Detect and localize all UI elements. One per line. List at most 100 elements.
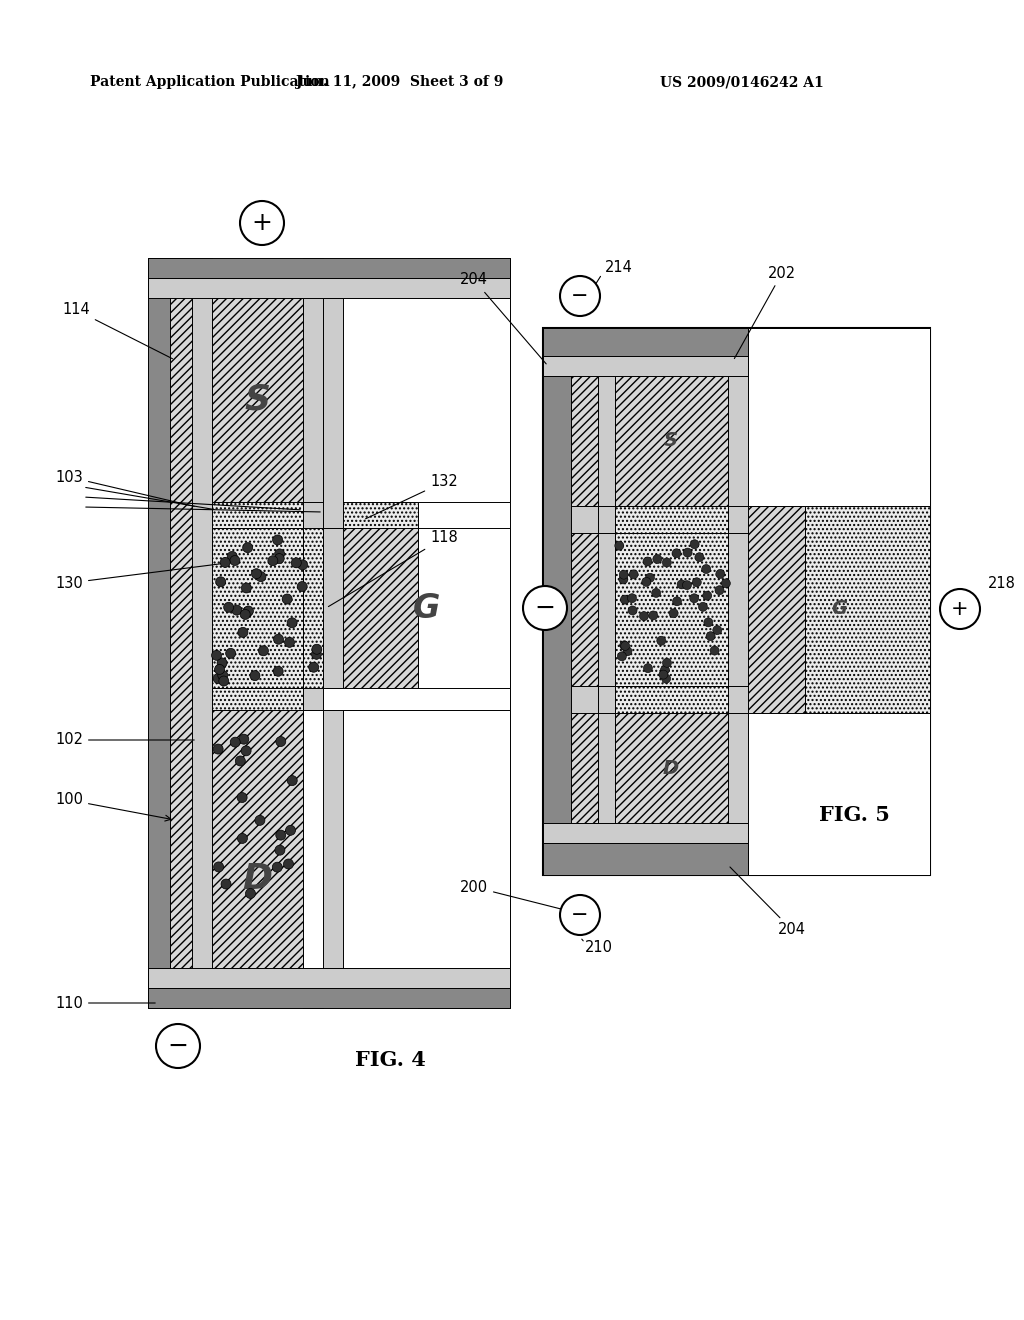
Circle shape <box>639 611 648 620</box>
Bar <box>543 327 930 875</box>
Circle shape <box>297 582 307 591</box>
Bar <box>303 257 323 1008</box>
Text: 202: 202 <box>734 265 796 359</box>
Circle shape <box>291 558 301 568</box>
Bar <box>148 987 510 1008</box>
Circle shape <box>223 602 233 612</box>
Circle shape <box>669 609 678 618</box>
Circle shape <box>614 541 624 550</box>
Bar <box>615 686 728 713</box>
Circle shape <box>656 636 666 645</box>
Circle shape <box>236 756 246 766</box>
Bar <box>748 506 805 713</box>
Circle shape <box>713 626 722 635</box>
Circle shape <box>274 845 285 855</box>
Bar <box>571 376 598 506</box>
Circle shape <box>623 647 632 656</box>
Circle shape <box>273 634 284 644</box>
Circle shape <box>658 671 668 678</box>
Circle shape <box>662 675 671 684</box>
Circle shape <box>286 825 296 836</box>
Circle shape <box>287 618 297 628</box>
Circle shape <box>268 556 278 566</box>
Circle shape <box>312 644 322 655</box>
Bar <box>615 506 728 533</box>
Circle shape <box>660 665 670 675</box>
Circle shape <box>940 589 980 630</box>
Circle shape <box>274 553 285 564</box>
Text: FIG. 4: FIG. 4 <box>354 1049 425 1071</box>
Circle shape <box>701 565 711 573</box>
Bar <box>323 298 343 528</box>
Circle shape <box>560 895 600 935</box>
Text: G: G <box>831 599 847 619</box>
Text: Patent Application Publication: Patent Application Publication <box>90 75 330 88</box>
Circle shape <box>721 579 730 587</box>
Circle shape <box>698 602 708 611</box>
Circle shape <box>272 862 283 873</box>
Circle shape <box>710 645 719 655</box>
Circle shape <box>243 543 253 553</box>
Circle shape <box>651 589 660 598</box>
Circle shape <box>663 558 672 568</box>
Circle shape <box>715 586 724 595</box>
Text: S: S <box>244 383 270 417</box>
Circle shape <box>683 548 692 557</box>
Circle shape <box>560 276 600 315</box>
Circle shape <box>283 594 292 605</box>
Text: D: D <box>242 862 272 896</box>
Circle shape <box>250 671 260 681</box>
Bar <box>598 506 615 533</box>
Circle shape <box>523 586 567 630</box>
Bar <box>323 528 343 688</box>
Text: 132: 132 <box>366 474 458 519</box>
Bar <box>571 686 598 713</box>
Circle shape <box>673 597 682 606</box>
Bar <box>148 279 510 298</box>
Bar <box>615 376 728 506</box>
Bar <box>728 713 748 822</box>
Circle shape <box>272 535 283 545</box>
Bar <box>543 822 748 843</box>
Circle shape <box>217 657 227 668</box>
Circle shape <box>285 638 295 647</box>
Circle shape <box>212 651 221 660</box>
Circle shape <box>241 746 251 756</box>
Circle shape <box>216 577 225 587</box>
Circle shape <box>298 560 307 570</box>
Circle shape <box>274 549 285 558</box>
Bar <box>212 710 303 968</box>
Circle shape <box>238 792 247 803</box>
Bar <box>805 506 930 713</box>
Circle shape <box>716 569 725 578</box>
Text: +: + <box>252 211 272 235</box>
Bar <box>323 688 510 710</box>
Circle shape <box>246 888 255 899</box>
Circle shape <box>620 640 629 649</box>
Circle shape <box>643 557 652 566</box>
Circle shape <box>649 611 657 620</box>
Bar <box>543 356 748 376</box>
Circle shape <box>258 645 268 656</box>
Circle shape <box>288 776 297 785</box>
Text: 130: 130 <box>55 564 224 590</box>
Bar <box>303 528 323 688</box>
Circle shape <box>238 627 248 638</box>
Circle shape <box>707 632 715 640</box>
Bar <box>148 257 510 279</box>
Text: 210: 210 <box>585 940 613 954</box>
Text: 204: 204 <box>460 272 546 364</box>
Circle shape <box>629 570 638 579</box>
Circle shape <box>241 610 250 619</box>
Bar <box>193 257 212 1008</box>
Bar <box>148 257 170 1008</box>
Bar <box>212 528 303 688</box>
Bar <box>598 713 615 822</box>
Circle shape <box>620 570 629 579</box>
Bar <box>543 327 748 356</box>
Circle shape <box>219 676 228 686</box>
Circle shape <box>703 618 713 627</box>
Text: −: − <box>571 906 589 925</box>
Text: 200: 200 <box>460 879 562 909</box>
Circle shape <box>621 595 630 605</box>
